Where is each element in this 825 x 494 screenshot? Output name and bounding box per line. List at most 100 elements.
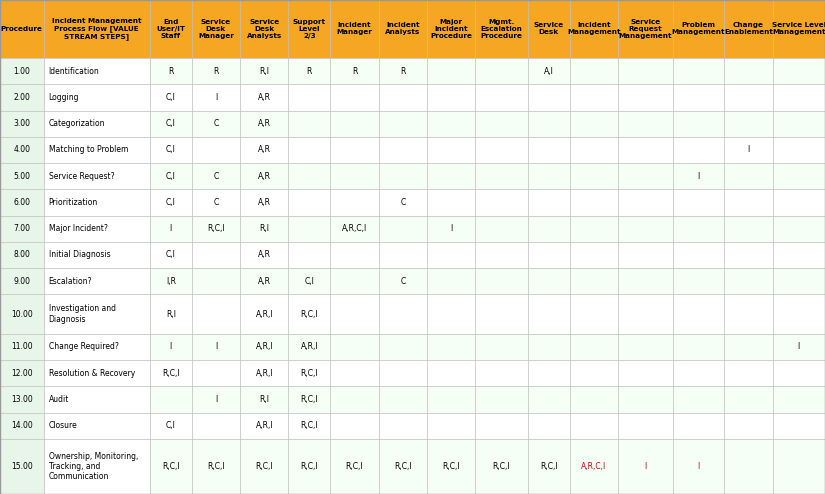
Bar bbox=[191, 386, 240, 412]
Bar bbox=[240, 137, 289, 163]
Bar bbox=[475, 294, 528, 334]
Text: R,C,I: R,C,I bbox=[256, 462, 273, 471]
Bar bbox=[724, 163, 773, 189]
Text: C,I: C,I bbox=[166, 93, 176, 102]
Bar bbox=[618, 242, 672, 268]
Bar bbox=[569, 439, 618, 494]
Text: 12.00: 12.00 bbox=[11, 369, 32, 378]
Bar bbox=[0, 189, 44, 215]
Bar bbox=[44, 111, 150, 137]
Bar bbox=[44, 58, 150, 84]
Bar bbox=[528, 84, 569, 111]
Bar bbox=[191, 0, 240, 58]
Bar bbox=[618, 334, 672, 360]
Bar bbox=[44, 439, 150, 494]
Text: C: C bbox=[214, 172, 219, 181]
Bar bbox=[475, 0, 528, 58]
Bar bbox=[191, 242, 240, 268]
Bar bbox=[330, 334, 379, 360]
Text: R: R bbox=[400, 67, 406, 76]
Text: R,C,I: R,C,I bbox=[162, 369, 180, 378]
Bar bbox=[150, 294, 191, 334]
Bar bbox=[191, 439, 240, 494]
Bar bbox=[150, 386, 191, 412]
Bar bbox=[475, 412, 528, 439]
Bar bbox=[379, 334, 427, 360]
Bar bbox=[528, 268, 569, 294]
Text: C: C bbox=[214, 198, 219, 207]
Text: Identification: Identification bbox=[49, 67, 99, 76]
Bar bbox=[330, 111, 379, 137]
Bar bbox=[724, 84, 773, 111]
Text: Escalation?: Escalation? bbox=[49, 277, 92, 286]
Bar bbox=[191, 58, 240, 84]
Text: A,R: A,R bbox=[257, 172, 271, 181]
Bar bbox=[191, 360, 240, 386]
Bar bbox=[44, 360, 150, 386]
Bar bbox=[240, 360, 289, 386]
Bar bbox=[191, 137, 240, 163]
Bar bbox=[150, 0, 191, 58]
Text: R,C,I: R,C,I bbox=[442, 462, 460, 471]
Bar bbox=[528, 294, 569, 334]
Bar bbox=[672, 84, 724, 111]
Bar bbox=[724, 58, 773, 84]
Text: A,R,C,I: A,R,C,I bbox=[581, 462, 606, 471]
Bar bbox=[0, 268, 44, 294]
Bar bbox=[379, 163, 427, 189]
Text: Change
Enablement: Change Enablement bbox=[724, 23, 773, 36]
Text: Prioritization: Prioritization bbox=[49, 198, 97, 207]
Bar bbox=[724, 137, 773, 163]
Bar bbox=[191, 268, 240, 294]
Bar bbox=[289, 163, 330, 189]
Bar bbox=[379, 412, 427, 439]
Bar bbox=[724, 189, 773, 215]
Bar bbox=[150, 360, 191, 386]
Bar bbox=[44, 84, 150, 111]
Text: C,I: C,I bbox=[166, 145, 176, 155]
Text: 15.00: 15.00 bbox=[11, 462, 33, 471]
Text: Major Incident?: Major Incident? bbox=[49, 224, 107, 233]
Bar bbox=[724, 268, 773, 294]
Bar bbox=[379, 58, 427, 84]
Bar bbox=[289, 189, 330, 215]
Bar bbox=[289, 268, 330, 294]
Text: R,C,I: R,C,I bbox=[162, 462, 180, 471]
Bar bbox=[0, 215, 44, 242]
Bar bbox=[427, 360, 475, 386]
Bar bbox=[44, 189, 150, 215]
Bar bbox=[569, 386, 618, 412]
Bar bbox=[0, 334, 44, 360]
Text: Ownership, Monitoring,
Tracking, and
Communication: Ownership, Monitoring, Tracking, and Com… bbox=[49, 452, 138, 481]
Bar bbox=[475, 242, 528, 268]
Text: Categorization: Categorization bbox=[49, 119, 105, 128]
Bar bbox=[672, 439, 724, 494]
Bar bbox=[379, 0, 427, 58]
Bar bbox=[0, 386, 44, 412]
Bar bbox=[672, 215, 724, 242]
Text: Service
Desk
Analysts: Service Desk Analysts bbox=[247, 19, 282, 39]
Text: Service
Desk: Service Desk bbox=[534, 23, 563, 36]
Text: R: R bbox=[307, 67, 312, 76]
Bar bbox=[618, 84, 672, 111]
Text: R: R bbox=[351, 67, 357, 76]
Bar bbox=[672, 111, 724, 137]
Bar bbox=[618, 360, 672, 386]
Bar bbox=[150, 412, 191, 439]
Bar bbox=[44, 268, 150, 294]
Text: Problem
Management: Problem Management bbox=[672, 23, 725, 36]
Bar bbox=[528, 412, 569, 439]
Bar bbox=[773, 137, 825, 163]
Bar bbox=[672, 58, 724, 84]
Text: A,R: A,R bbox=[257, 145, 271, 155]
Bar bbox=[569, 360, 618, 386]
Bar bbox=[191, 412, 240, 439]
Text: R,C,I: R,C,I bbox=[207, 462, 224, 471]
Text: Incident
Management: Incident Management bbox=[567, 23, 620, 36]
Bar bbox=[773, 386, 825, 412]
Bar bbox=[240, 84, 289, 111]
Bar bbox=[191, 84, 240, 111]
Text: 14.00: 14.00 bbox=[11, 421, 33, 430]
Bar bbox=[724, 215, 773, 242]
Bar bbox=[44, 386, 150, 412]
